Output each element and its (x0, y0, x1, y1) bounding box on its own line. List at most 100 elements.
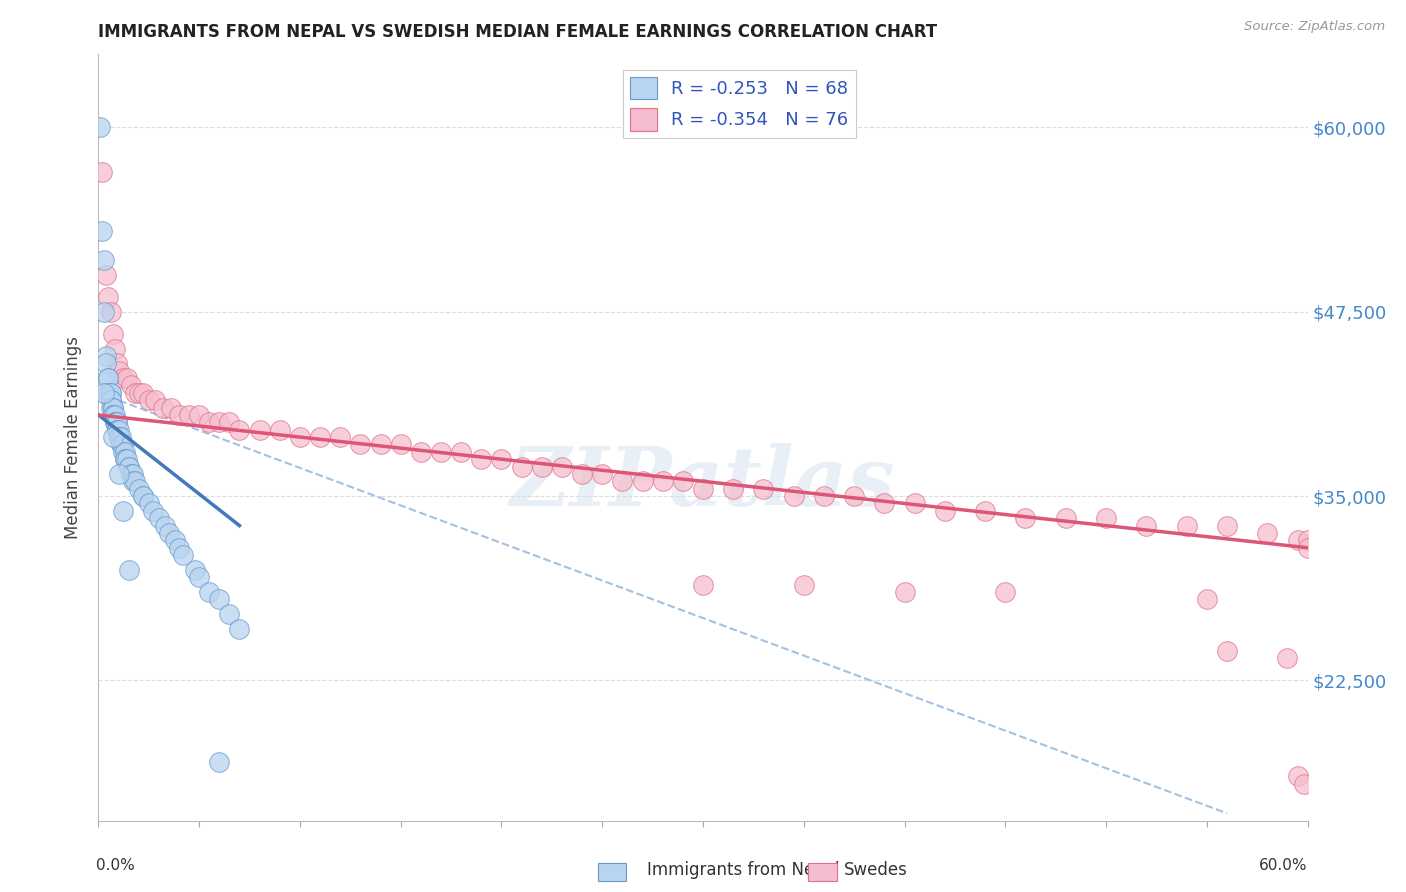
Text: 60.0%: 60.0% (1260, 857, 1308, 872)
Point (103, 408, 125, 422)
Point (198, 585, 221, 599)
Point (329, 430, 352, 444)
Point (132, 489, 155, 503)
Point (1286, 533, 1309, 548)
Point (1095, 511, 1118, 525)
Point (111, 504, 134, 518)
Point (218, 415, 240, 429)
Point (1216, 518, 1239, 533)
Point (510, 459, 533, 474)
Point (752, 482, 775, 496)
Point (1296, 541, 1319, 555)
Point (672, 475, 695, 489)
Point (430, 445, 453, 459)
Point (96, 356, 118, 370)
Point (142, 504, 165, 518)
Point (132, 489, 155, 503)
Point (208, 592, 231, 607)
Point (100, 385, 122, 400)
Point (813, 489, 835, 503)
Point (208, 415, 231, 429)
Point (103, 415, 125, 429)
Text: Source: ZipAtlas.com: Source: ZipAtlas.com (1244, 20, 1385, 33)
Point (115, 452, 138, 467)
Point (97, 385, 120, 400)
Point (100, 385, 122, 400)
Point (1292, 777, 1315, 791)
Point (100, 401, 122, 415)
Point (188, 408, 211, 422)
Point (93, 385, 115, 400)
Point (228, 622, 250, 636)
Point (101, 408, 124, 422)
Point (591, 467, 613, 481)
Point (118, 563, 141, 577)
Point (1054, 511, 1077, 525)
Point (309, 430, 332, 444)
Point (100, 304, 122, 318)
Point (115, 371, 138, 385)
Point (118, 459, 141, 474)
Point (124, 385, 146, 400)
Point (1135, 518, 1157, 533)
Point (120, 467, 142, 481)
Point (111, 371, 134, 385)
Point (1195, 592, 1218, 607)
Y-axis label: Median Female Earnings: Median Female Earnings (65, 335, 83, 539)
Text: ZIPatlas: ZIPatlas (510, 443, 896, 523)
Point (114, 445, 136, 459)
Point (1256, 526, 1278, 541)
Point (101, 408, 124, 422)
Point (101, 326, 124, 341)
Point (370, 437, 392, 451)
Point (783, 489, 806, 503)
Point (530, 459, 553, 474)
Point (450, 445, 472, 459)
Point (148, 511, 170, 525)
Point (96, 349, 118, 363)
Point (172, 548, 194, 562)
Point (218, 607, 240, 621)
Point (409, 445, 432, 459)
Point (974, 504, 997, 518)
Point (1296, 533, 1319, 548)
Point (152, 401, 174, 415)
Point (160, 401, 183, 415)
Point (105, 415, 128, 429)
Point (128, 385, 150, 400)
Point (167, 541, 190, 555)
Point (97, 290, 120, 304)
Point (651, 475, 673, 489)
Point (114, 452, 136, 467)
Text: Immigrants from Nepal: Immigrants from Nepal (647, 861, 839, 879)
Point (103, 342, 125, 356)
Point (107, 430, 129, 444)
Point (179, 408, 201, 422)
Legend: R = -0.253   N = 68, R = -0.354   N = 76: R = -0.253 N = 68, R = -0.354 N = 76 (623, 70, 856, 137)
Point (1014, 511, 1036, 525)
Point (105, 423, 128, 437)
Point (389, 437, 412, 451)
Point (184, 563, 207, 577)
Text: 0.0%: 0.0% (97, 857, 135, 872)
Point (103, 415, 125, 429)
Point (269, 423, 291, 437)
Point (1277, 651, 1299, 665)
Point (91, 223, 114, 237)
Point (692, 482, 714, 496)
Point (143, 393, 166, 408)
Point (107, 430, 129, 444)
Point (120, 378, 142, 392)
Point (692, 577, 714, 591)
Point (124, 475, 146, 489)
Point (100, 393, 122, 408)
Point (1286, 769, 1309, 783)
Point (132, 385, 155, 400)
Point (89, 120, 111, 135)
Point (138, 496, 160, 510)
Point (934, 504, 956, 518)
Point (994, 585, 1017, 599)
Point (111, 445, 134, 459)
Point (105, 415, 128, 429)
Point (118, 459, 141, 474)
